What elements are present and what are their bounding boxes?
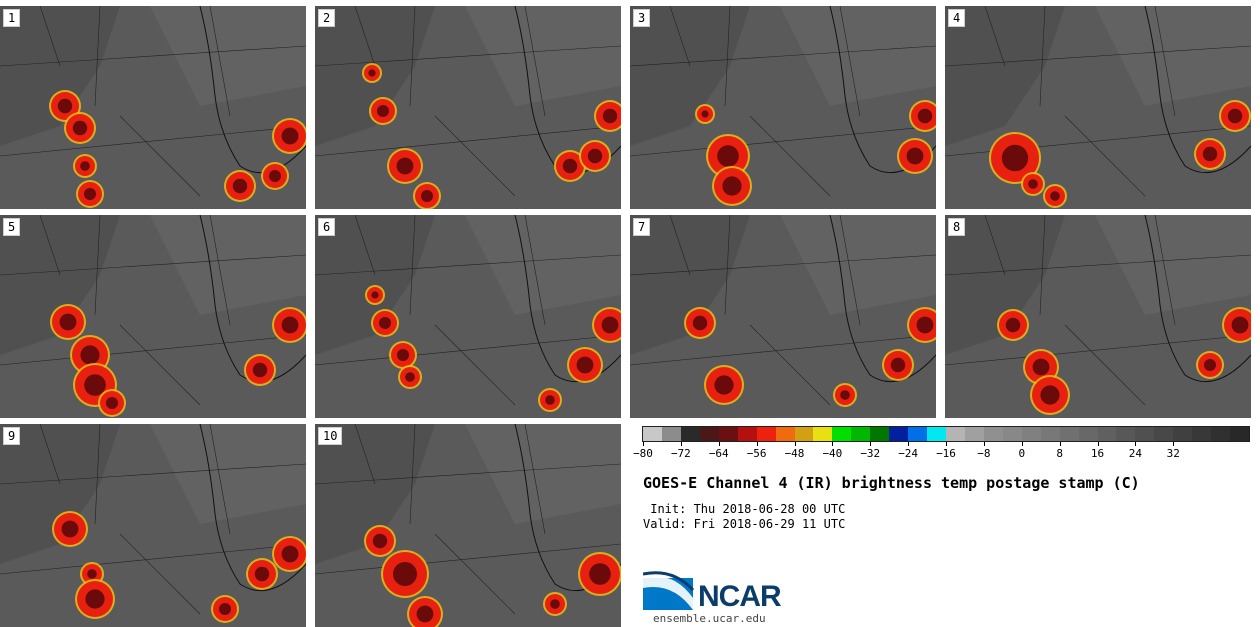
- colorbar-tick: [1021, 442, 1023, 446]
- colorbar-swatch: [756, 427, 776, 441]
- colorbar-tick-label: −72: [670, 447, 691, 460]
- ir-panel: 3: [630, 6, 936, 209]
- colorbar-swatch: [1021, 427, 1041, 441]
- colorbar-swatch: [680, 427, 700, 441]
- colorbar-swatch: [908, 427, 928, 441]
- colorbar-tick-label: −24: [898, 447, 919, 460]
- colorbar-tick-label: 32: [1166, 447, 1180, 460]
- colorbar-swatch: [1230, 427, 1249, 441]
- colorbar-tick-label: −16: [936, 447, 956, 460]
- ir-panel: 4: [945, 6, 1251, 209]
- panel-number-label: 10: [318, 427, 343, 445]
- colorbar-swatch: [832, 427, 852, 441]
- colorbar-tick-label: 24: [1128, 447, 1142, 460]
- colorbar-tick: [908, 442, 910, 446]
- colorbar-tick-label: −8: [977, 447, 991, 460]
- panel-number-label: 8: [948, 218, 966, 236]
- colorbar-swatch: [718, 427, 738, 441]
- colorbar-swatch: [775, 427, 795, 441]
- colorbar-swatch: [1211, 427, 1231, 441]
- colorbar-tick: [1059, 442, 1061, 446]
- colorbar-ticks: −80 −72 −64 −56 −48 −40 −32 −24 −16 −8 0 8 16 24 32: [633, 442, 1248, 460]
- ncar-logo-icon: [643, 571, 695, 610]
- colorbar-tick-label: 8: [1056, 447, 1063, 460]
- colorbar-swatch: [1116, 427, 1136, 441]
- panel-number-label: 9: [3, 427, 21, 445]
- colorbar-tick-label: 16: [1090, 447, 1105, 460]
- panel-number-label: 2: [318, 9, 336, 27]
- init-time: Init: Thu 2018-06-28 00 UTC: [643, 502, 846, 516]
- colorbar-tick: [946, 442, 947, 446]
- colorbar-swatch: [661, 427, 681, 441]
- colorbar-swatch: [1040, 427, 1060, 441]
- colorbar-tick: [870, 442, 872, 446]
- colorbar-tick-label: 0: [1018, 447, 1026, 460]
- figure-title: GOES-E Channel 4 (IR) brightness temp po…: [643, 474, 1140, 492]
- panel-number-label: 4: [948, 9, 966, 27]
- colorbar-tick: [983, 442, 985, 446]
- ir-panel: 10: [315, 424, 621, 627]
- colorbar-swatch: [851, 427, 871, 441]
- colorbar-swatch: [813, 427, 833, 441]
- colorbar-swatch: [946, 427, 965, 441]
- panel-number-label: 3: [633, 9, 651, 27]
- colorbar-tick: [680, 442, 682, 446]
- colorbar-swatch: [1192, 427, 1212, 441]
- ir-panel: 2: [315, 6, 621, 209]
- colorbar-tick: [718, 442, 720, 446]
- colorbar-tick-label: −80: [633, 447, 653, 460]
- colorbar-tick: [832, 442, 834, 446]
- colorbar-tick: [1173, 442, 1175, 446]
- colorbar-swatch: [699, 427, 719, 441]
- colorbar-tick: [794, 442, 796, 446]
- ir-panel: 7: [630, 215, 936, 418]
- colorbar-swatch: [1002, 427, 1022, 441]
- panel-number-label: 5: [3, 218, 21, 236]
- colorbar-tick: [1097, 442, 1099, 446]
- colorbar-swatch: [983, 427, 1003, 441]
- colorbar-swatch: [927, 427, 946, 441]
- colorbar-swatch: [964, 427, 984, 441]
- panel-number-label: 7: [633, 218, 651, 236]
- panel-number-label: 1: [3, 9, 21, 27]
- valid-time: Valid: Fri 2018-06-29 11 UTC: [643, 517, 846, 531]
- panel-number-label: 6: [318, 218, 336, 236]
- colorbar-tick-label: −64: [708, 447, 729, 460]
- ir-panel: 8: [945, 215, 1251, 418]
- logo-url: ensemble.ucar.edu: [653, 612, 766, 625]
- ir-panel: 5: [0, 215, 306, 418]
- colorbar-tick: [1135, 442, 1137, 446]
- colorbar-swatch: [889, 427, 909, 441]
- colorbar-tick-label: −40: [822, 447, 843, 460]
- colorbar-swatch: [1059, 427, 1079, 441]
- colorbar-swatch: [1154, 427, 1174, 441]
- colorbar-tick: [643, 442, 644, 446]
- colorbar-tick-label: −56: [746, 447, 767, 460]
- ir-panel: 9: [0, 424, 306, 627]
- logo-name: NCAR: [698, 580, 782, 613]
- temperature-colorbar: [642, 426, 1250, 442]
- colorbar-swatch: [794, 427, 814, 441]
- colorbar-swatch: [870, 427, 890, 441]
- colorbar-swatch: [1135, 427, 1155, 441]
- colorbar-tick: [756, 442, 758, 446]
- colorbar-swatch: [737, 427, 757, 441]
- colorbar-swatch: [1078, 427, 1098, 441]
- colorbar-swatch: [1097, 427, 1117, 441]
- colorbar-tick-label: −48: [784, 447, 805, 460]
- colorbar-tick-label: −32: [860, 447, 881, 460]
- ir-panel: 6: [315, 215, 621, 418]
- colorbar-swatch: [643, 427, 662, 441]
- colorbar-swatch: [1173, 427, 1193, 441]
- ir-panel: 1: [0, 6, 306, 209]
